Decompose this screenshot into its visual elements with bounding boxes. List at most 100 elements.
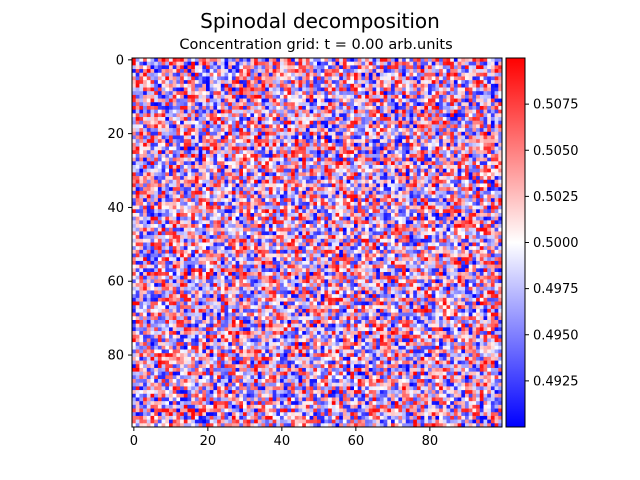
heatmap-cell: [220, 194, 225, 199]
heatmap-cell: [183, 87, 188, 92]
heatmap-cell: [328, 161, 333, 166]
heatmap-cell: [265, 165, 270, 169]
heatmap-cell: [317, 80, 321, 85]
heatmap-cell: [187, 179, 192, 184]
heatmap-cell: [180, 179, 185, 184]
heatmap-cell: [442, 76, 447, 81]
heatmap-cell: [331, 131, 336, 136]
heatmap-cell: [342, 161, 347, 166]
heatmap-cell: [191, 216, 196, 221]
heatmap-cell: [435, 80, 440, 85]
heatmap-cell: [354, 231, 358, 236]
heatmap-cell: [298, 205, 303, 210]
heatmap-cell: [157, 179, 162, 184]
heatmap-cell: [180, 194, 185, 199]
heatmap-cell: [402, 150, 407, 155]
heatmap-cell: [387, 205, 392, 210]
heatmap-cell: [428, 124, 432, 129]
heatmap-cell: [268, 120, 273, 125]
heatmap-cell: [398, 146, 403, 151]
heatmap-cell: [291, 216, 296, 221]
heatmap-cell: [402, 205, 407, 210]
heatmap-cell: [191, 220, 196, 225]
heatmap-cell: [342, 109, 347, 114]
heatmap-cell: [487, 142, 492, 147]
heatmap-cell: [139, 117, 144, 122]
heatmap-cell: [313, 98, 318, 103]
heatmap-cell: [350, 194, 355, 199]
heatmap-cell: [180, 187, 185, 192]
heatmap-cell: [350, 187, 355, 192]
heatmap-cell: [354, 183, 358, 188]
heatmap-cell: [328, 179, 333, 184]
heatmap-cell: [135, 135, 140, 140]
heatmap-cell: [357, 238, 362, 243]
heatmap-cell: [391, 209, 395, 214]
heatmap-cell: [294, 212, 299, 217]
heatmap-cell: [368, 83, 373, 88]
heatmap-cell: [239, 227, 244, 232]
heatmap-cell: [461, 76, 466, 81]
heatmap-cell: [265, 179, 270, 184]
heatmap-cell: [339, 153, 344, 158]
heatmap-cell: [457, 205, 462, 210]
heatmap-cell: [339, 120, 344, 125]
heatmap-cell: [206, 187, 210, 192]
heatmap-cell: [354, 124, 358, 129]
heatmap-cell: [250, 205, 255, 210]
heatmap-cell: [283, 212, 288, 217]
heatmap-cell: [180, 238, 185, 243]
heatmap-cell: [228, 139, 233, 144]
heatmap-cell: [206, 212, 210, 217]
heatmap-cell: [209, 80, 214, 85]
heatmap-cell: [405, 205, 410, 210]
heatmap-cell: [398, 220, 403, 225]
heatmap-cell: [261, 190, 266, 195]
heatmap-cell: [405, 216, 410, 221]
heatmap-cell: [268, 224, 273, 229]
heatmap-cell: [187, 94, 192, 99]
heatmap-cell: [254, 183, 259, 188]
heatmap-cell: [368, 220, 373, 225]
heatmap-cell: [209, 65, 214, 70]
heatmap-cell: [365, 102, 370, 107]
heatmap-cell: [465, 98, 469, 103]
heatmap-cell: [487, 205, 492, 210]
heatmap-cell: [487, 128, 492, 133]
heatmap-cell: [483, 176, 488, 181]
heatmap-cell: [461, 135, 466, 140]
heatmap-cell: [479, 109, 484, 114]
heatmap-cell: [220, 131, 225, 136]
heatmap-cell: [172, 153, 177, 158]
heatmap-cell: [376, 187, 381, 192]
heatmap-cell: [428, 61, 432, 66]
heatmap-cell: [439, 120, 444, 125]
heatmap-cell: [143, 227, 148, 232]
heatmap-cell: [243, 168, 247, 173]
heatmap-cell: [446, 157, 451, 162]
heatmap-cell: [272, 198, 277, 203]
heatmap-cell: [383, 80, 388, 85]
heatmap-cell: [468, 113, 473, 118]
heatmap-cell: [176, 201, 181, 206]
heatmap-cell: [191, 198, 196, 203]
heatmap-cell: [257, 172, 262, 177]
heatmap-cell: [379, 198, 384, 203]
heatmap-cell: [180, 142, 185, 147]
heatmap-cell: [483, 98, 488, 103]
heatmap-cell: [413, 165, 418, 169]
heatmap-cell: [350, 87, 355, 92]
heatmap-cell: [217, 238, 222, 243]
heatmap-cell: [132, 109, 136, 114]
heatmap-cell: [328, 65, 333, 70]
heatmap-cell: [172, 212, 177, 217]
heatmap-cell: [165, 194, 170, 199]
heatmap-cell: [309, 139, 314, 144]
heatmap-cell: [405, 109, 410, 114]
heatmap-cell: [324, 124, 329, 129]
heatmap-cell: [291, 172, 296, 177]
heatmap-cell: [132, 172, 136, 177]
heatmap-cell: [135, 69, 140, 74]
heatmap-cell: [402, 105, 407, 110]
heatmap-cell: [272, 124, 277, 129]
